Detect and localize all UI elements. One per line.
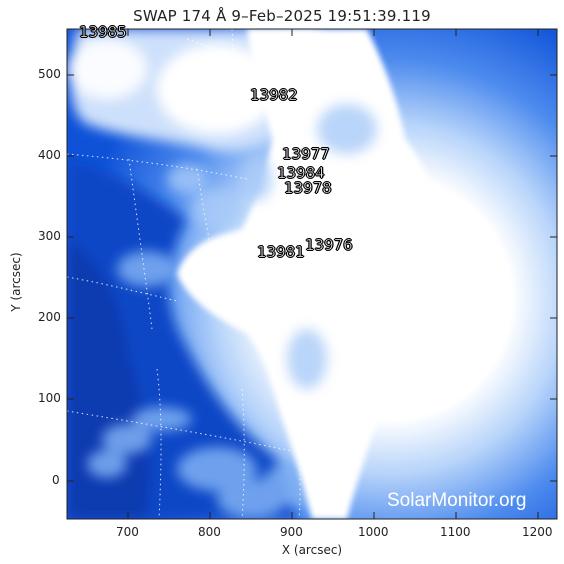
region-label: 13984 (277, 164, 325, 182)
image-title: SWAP 174 Å 9–Feb–2025 19:51:39.119 (133, 7, 431, 25)
y-axis-label: Y (arcsec) (9, 252, 23, 312)
region-label: 13977 (282, 145, 330, 163)
x-tick-label: 900 (280, 525, 303, 539)
region-label: 13976 (305, 236, 353, 254)
region-label: 13978 (284, 179, 332, 197)
region-label: 13981 (257, 243, 305, 261)
x-tick-label: 1100 (440, 525, 471, 539)
region-label: 13982 (250, 86, 298, 104)
watermark-logo: SolarMonitor.org (387, 490, 527, 511)
y-tick-label: 500 (38, 67, 61, 81)
x-tick-label: 800 (198, 525, 221, 539)
y-tick-label: 400 (38, 148, 61, 162)
y-tick-label: 100 (38, 391, 61, 405)
y-tick-label: 0 (52, 473, 60, 487)
region-label: 13985 (79, 23, 127, 41)
solar-image (67, 29, 557, 519)
solar-image-plot (67, 29, 557, 519)
x-tick-label: 1200 (522, 525, 553, 539)
x-axis-label: X (arcsec) (281, 543, 343, 557)
x-tick-label: 1000 (358, 525, 389, 539)
y-tick-label: 200 (38, 310, 61, 324)
y-tick-label: 300 (38, 229, 61, 243)
x-tick-label: 700 (116, 525, 139, 539)
